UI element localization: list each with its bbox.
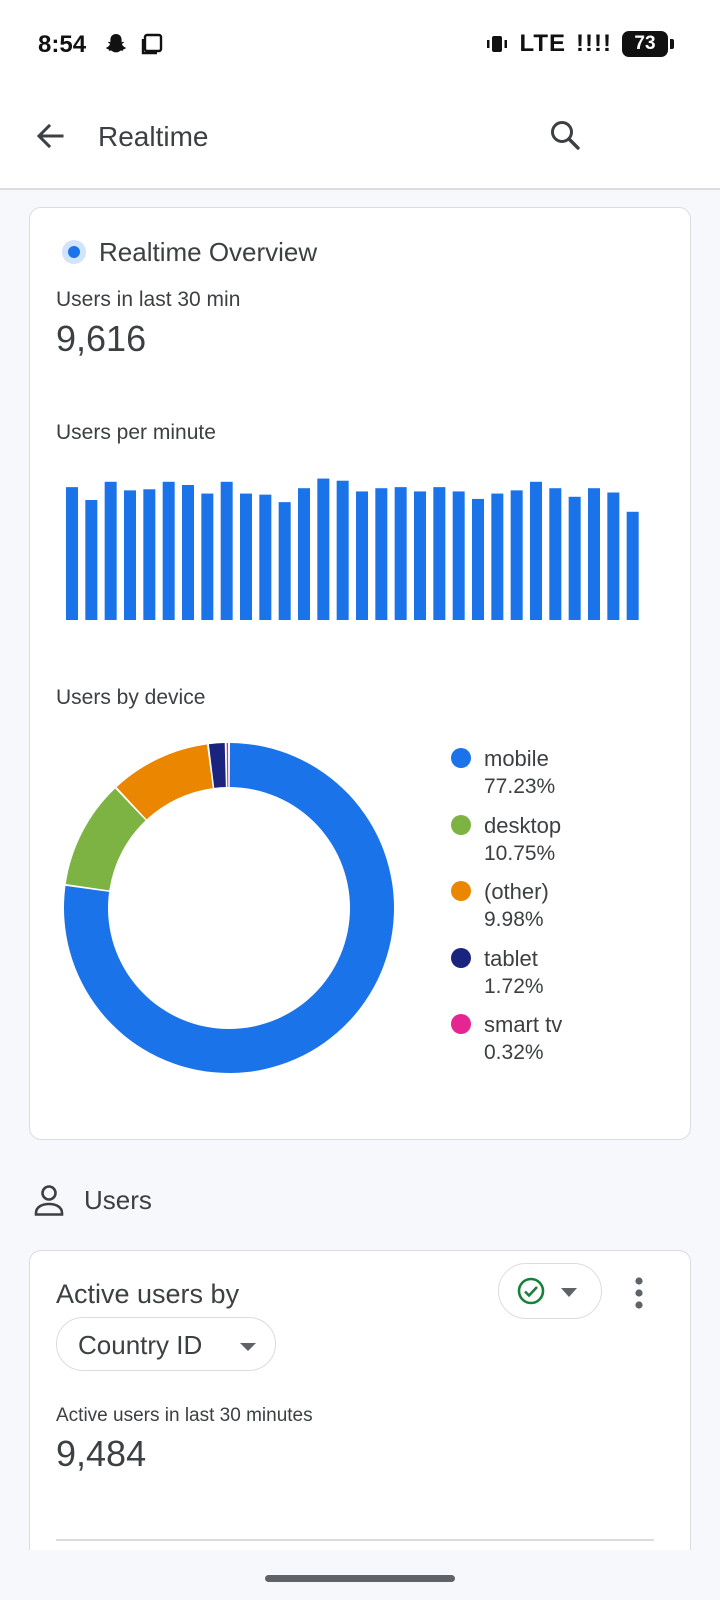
bar-minute-8[interactable]: [201, 493, 214, 620]
legend-dot-icon: [451, 814, 471, 835]
bar-minute-11[interactable]: [259, 494, 272, 620]
bar-minute-12[interactable]: [278, 502, 291, 620]
vibrate-icon: [487, 36, 508, 52]
bar-minute-20[interactable]: [433, 487, 446, 620]
bar-minute-1[interactable]: [66, 487, 78, 620]
legend-item-mobile: mobile 77.23%: [451, 746, 562, 813]
more-options-button[interactable]: [624, 1273, 654, 1313]
comparison-chip[interactable]: [498, 1263, 602, 1319]
legend-dot-icon: [451, 748, 471, 768]
status-time: 8:54: [38, 31, 87, 58]
chevron-down-icon: [240, 1343, 256, 1351]
bar-minute-18[interactable]: [394, 487, 407, 620]
bar-minute-24[interactable]: [510, 490, 523, 620]
bar-minute-21[interactable]: [452, 491, 465, 620]
dimension-select-value: Country ID: [78, 1330, 203, 1360]
legend-item-other: (other) 9.98%: [451, 879, 562, 946]
bar-minute-27[interactable]: [568, 496, 581, 620]
users-section-title: Users: [84, 1185, 152, 1215]
legend-label: tablet: [484, 945, 538, 971]
active-users-card: Active users by Country ID Active users …: [29, 1250, 691, 1550]
bar-minute-23[interactable]: [491, 493, 504, 620]
screenshot-icon: [141, 33, 163, 55]
chevron-down-icon: [561, 1288, 577, 1297]
donut-slice-other[interactable]: [116, 744, 213, 820]
legend-percent: 10.75%: [484, 841, 556, 865]
bar-minute-29[interactable]: [607, 492, 620, 621]
donut-slice-smart-tv[interactable]: [226, 743, 229, 788]
legend-dot-icon: [451, 947, 471, 968]
legend-item-smart-tv: smart tv 0.32%: [451, 1012, 562, 1079]
network-type: LTE: [519, 30, 567, 57]
legend-percent: 77.23%: [484, 775, 556, 798]
search-button[interactable]: [546, 116, 586, 156]
legend-label: mobile: [484, 746, 549, 771]
bar-minute-2[interactable]: [85, 500, 98, 620]
signal-strength: !!!!: [576, 30, 612, 57]
bar-minute-19[interactable]: [414, 491, 426, 620]
legend-item-desktop: desktop 10.75%: [451, 813, 562, 880]
bar-minute-7[interactable]: [182, 485, 194, 620]
legend-percent: 1.72%: [484, 974, 544, 998]
bar-minute-15[interactable]: [336, 480, 349, 620]
bar-minute-6[interactable]: [162, 481, 175, 620]
status-bar: 8:54 LTE !!!! 73: [0, 0, 720, 92]
legend-label: smart tv: [484, 1012, 563, 1037]
bar-minute-17[interactable]: [375, 488, 388, 620]
bar-minute-14[interactable]: [317, 478, 330, 620]
bar-minute-10[interactable]: [240, 493, 252, 620]
bar-minute-9[interactable]: [220, 481, 233, 620]
users-by-device-donut-chart[interactable]: [62, 741, 396, 1075]
bar-minute-25[interactable]: [530, 481, 542, 620]
overview-title: Realtime Overview: [99, 237, 318, 267]
legend-dot-icon: [451, 881, 471, 901]
divider: [56, 1539, 654, 1541]
users-last-30-value: 9,616: [56, 318, 147, 359]
back-button[interactable]: [30, 116, 70, 156]
bar-minute-22[interactable]: [472, 498, 484, 620]
donut-slice-desktop[interactable]: [65, 788, 146, 891]
home-indicator[interactable]: [265, 1575, 455, 1582]
device-legend: mobile 77.23% desktop 10.75% (other) 9.98% tab…: [451, 746, 562, 1079]
arrow-back-icon: [36, 123, 64, 149]
bar-minute-3[interactable]: [104, 481, 117, 620]
battery-level: 73: [622, 31, 674, 57]
person-icon: [34, 1185, 64, 1216]
page-title: Realtime: [98, 121, 209, 152]
bar-minute-28[interactable]: [588, 488, 600, 620]
realtime-overview-card: Realtime Overview Users in last 30 min 9…: [29, 207, 691, 1140]
more-vert-icon: [635, 1277, 643, 1309]
dimension-select[interactable]: Country ID: [56, 1317, 276, 1371]
legend-label: desktop: [484, 812, 562, 838]
active-users-title: Active users by: [56, 1279, 240, 1309]
legend-item-tablet: tablet 1.72%: [451, 946, 562, 1013]
bar-minute-16[interactable]: [356, 491, 368, 620]
users-per-minute-label: Users per minute: [56, 421, 216, 444]
bar-minute-26[interactable]: [549, 488, 562, 620]
legend-percent: 0.32%: [484, 1041, 544, 1064]
legend-percent: 9.98%: [484, 908, 544, 931]
status-system-icons: LTE !!!! 73: [485, 30, 674, 58]
donut-slice-tablet[interactable]: [208, 743, 226, 788]
snapchat-icon: [106, 34, 126, 53]
bar-minute-30[interactable]: [626, 511, 639, 620]
legend-dot-icon: [451, 1014, 471, 1034]
users-by-device-label: Users by device: [56, 686, 206, 709]
active-users-value: 9,484: [56, 1433, 147, 1474]
check-circle-icon: [517, 1277, 545, 1305]
bar-minute-5[interactable]: [143, 489, 156, 620]
legend-label: (other): [484, 879, 549, 904]
live-indicator-icon: [62, 240, 86, 264]
bar-minute-13[interactable]: [298, 488, 310, 620]
users-last-30-label: Users in last 30 min: [56, 288, 241, 311]
app-bar: Realtime: [0, 92, 720, 190]
active-users-label: Active users in last 30 minutes: [56, 1405, 313, 1426]
users-per-minute-chart[interactable]: [66, 470, 646, 620]
status-notification-icons: [104, 32, 164, 56]
bar-minute-4[interactable]: [124, 490, 136, 620]
search-icon: [551, 121, 580, 150]
